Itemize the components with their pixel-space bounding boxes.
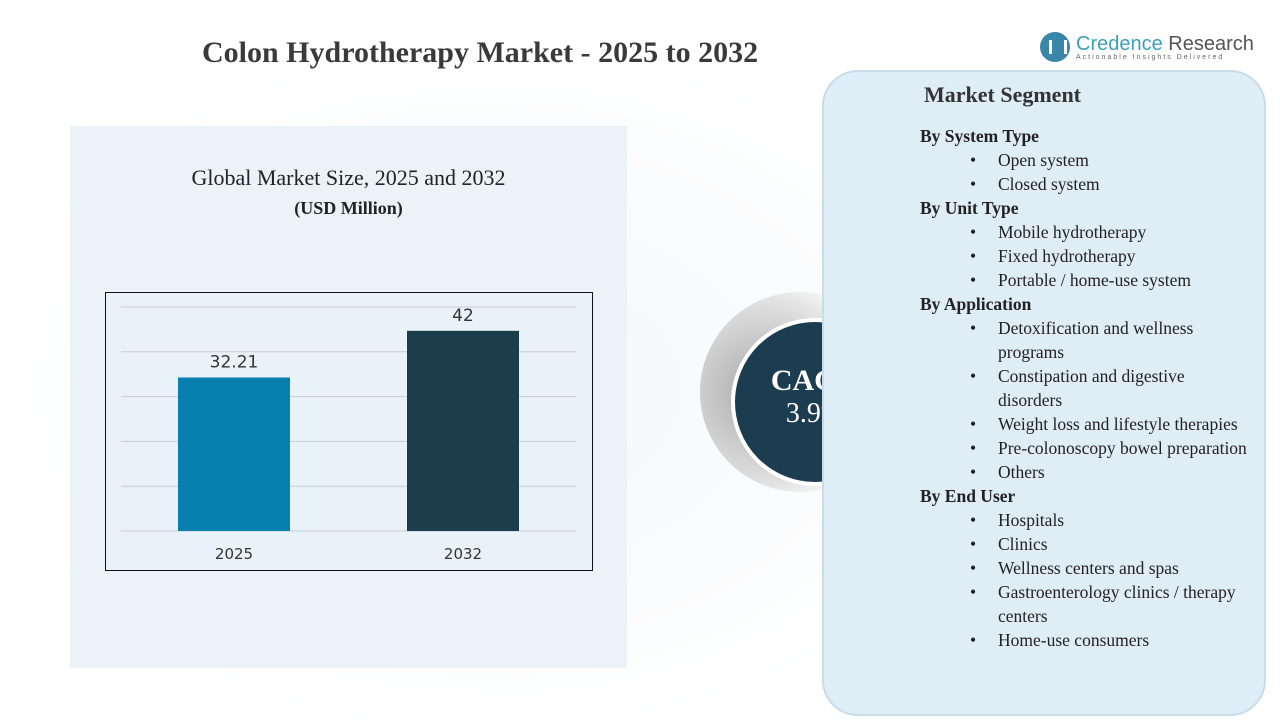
credence-research-logo: Credence Research Actionable Insights De… <box>1040 32 1254 62</box>
bar-chart-svg: 32.21 2025 42 2032 <box>121 306 576 563</box>
logo-name: Credence <box>1076 32 1163 55</box>
segment-item: Closed system <box>920 172 1250 196</box>
segment-category: By Unit Type <box>920 198 1019 218</box>
page-title: Colon Hydrotherapy Market - 2025 to 2032 <box>202 36 759 69</box>
segment-list: By System TypeOpen systemClosed systemBy… <box>920 124 1250 652</box>
bar-2025 <box>178 377 290 531</box>
bar-2032 <box>407 330 519 531</box>
data-label: 42 <box>452 306 474 326</box>
segment-category: By Application <box>920 294 1032 314</box>
segment-category: By System Type <box>920 126 1039 146</box>
segment-item: Open system <box>920 148 1250 172</box>
bar-chart: 32.21 2025 42 2032 <box>105 292 593 571</box>
segment-heading: Market Segment <box>924 82 1082 107</box>
segment-item: Gastroenterology clinics / therapy cente… <box>920 580 1250 628</box>
chart-title: Global Market Size, 2025 and 2032 <box>191 165 506 190</box>
logo-chart-icon <box>1040 32 1070 62</box>
segment-item: Hospitals <box>920 508 1250 532</box>
logo-name-2: Research <box>1168 32 1254 55</box>
chart-unit: (USD Million) <box>294 198 403 218</box>
segment-item: Mobile hydrotherapy <box>920 220 1250 244</box>
segment-item: Constipation and digestive disorders <box>920 364 1250 412</box>
segment-item: Home-use consumers <box>920 628 1250 652</box>
segment-category: By End User <box>920 486 1016 506</box>
segment-item: Detoxification and wellness programs <box>920 316 1250 364</box>
segment-item: Portable / home-use system <box>920 268 1250 292</box>
segment-item: Weight loss and lifestyle therapies <box>920 412 1250 436</box>
segment-item: Pre-colonoscopy bowel preparation <box>920 436 1250 460</box>
x-tick-label: 2025 <box>215 545 253 563</box>
logo-tagline: Actionable Insights Delivered <box>1076 53 1225 61</box>
segment-item: Others <box>920 460 1250 484</box>
segment-item: Clinics <box>920 532 1250 556</box>
market-segment-panel: Market Segment By System TypeOpen system… <box>822 70 1266 716</box>
data-label: 32.21 <box>210 352 259 372</box>
segment-item: Wellness centers and spas <box>920 556 1250 580</box>
segment-item: Fixed hydrotherapy <box>920 244 1250 268</box>
x-tick-label: 2032 <box>444 545 482 563</box>
